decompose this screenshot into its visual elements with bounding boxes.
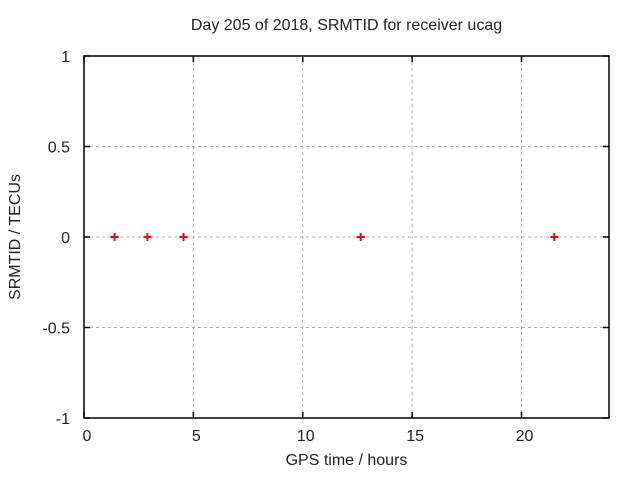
y-tick-label: -0.5: [42, 321, 70, 338]
x-tick-label: 0: [83, 428, 92, 445]
x-tick-label: 5: [192, 428, 201, 445]
x-tick-label: 20: [516, 428, 534, 445]
data-point-marker: [143, 233, 152, 241]
y-tick-label: 1: [61, 49, 70, 66]
data-point-marker: [550, 233, 559, 241]
data-point-marker: [110, 233, 119, 241]
y-tick-label: -1: [56, 411, 70, 428]
data-point-marker: [356, 233, 365, 241]
x-tick-label: 10: [297, 428, 315, 445]
x-axis-label: GPS time / hours: [285, 452, 408, 469]
y-tick-label: 0: [61, 230, 70, 247]
y-tick-label: 0.5: [48, 140, 70, 157]
chart-title: Day 205 of 2018, SRMTID for receiver uca…: [190, 17, 503, 34]
data-point-marker: [179, 233, 188, 241]
x-tick-label: 15: [406, 428, 424, 445]
